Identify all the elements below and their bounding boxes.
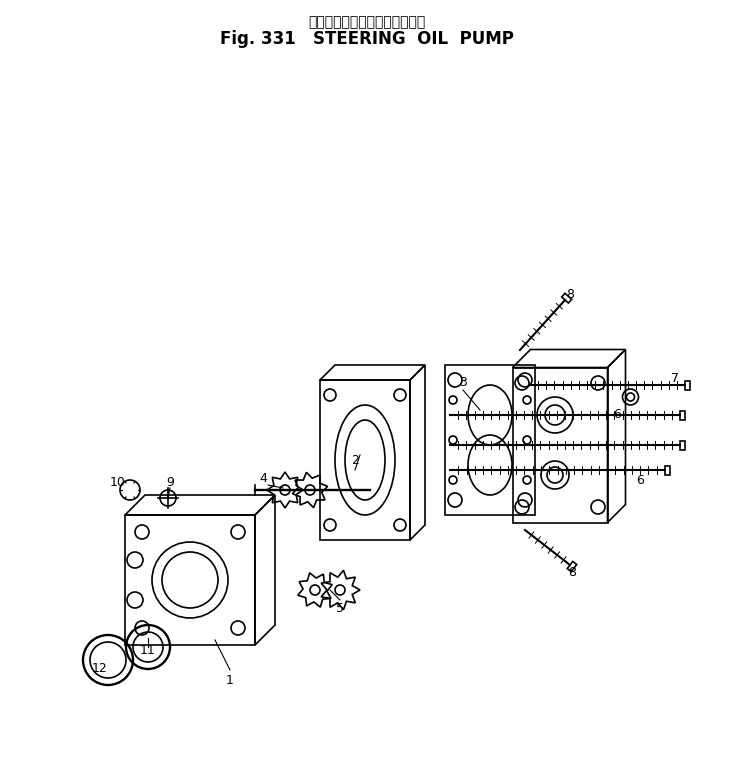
Text: 4: 4 xyxy=(259,472,267,485)
Text: 3: 3 xyxy=(459,375,467,389)
Text: 9: 9 xyxy=(166,475,174,489)
Text: 8: 8 xyxy=(566,289,574,302)
Text: 8: 8 xyxy=(568,565,576,579)
Text: 12: 12 xyxy=(92,662,108,675)
Text: 2: 2 xyxy=(351,454,359,467)
Text: 5: 5 xyxy=(336,601,344,615)
Text: Fig. 331   STEERING  OIL  PUMP: Fig. 331 STEERING OIL PUMP xyxy=(220,30,514,48)
Text: 10: 10 xyxy=(110,475,126,489)
Text: 11: 11 xyxy=(140,644,156,657)
Text: 6: 6 xyxy=(636,473,644,486)
Text: ステアリング　オイル　ポンプ: ステアリング オイル ポンプ xyxy=(308,15,426,29)
Text: 6: 6 xyxy=(613,408,621,421)
Text: 1: 1 xyxy=(226,673,234,687)
Text: 7: 7 xyxy=(671,371,679,385)
